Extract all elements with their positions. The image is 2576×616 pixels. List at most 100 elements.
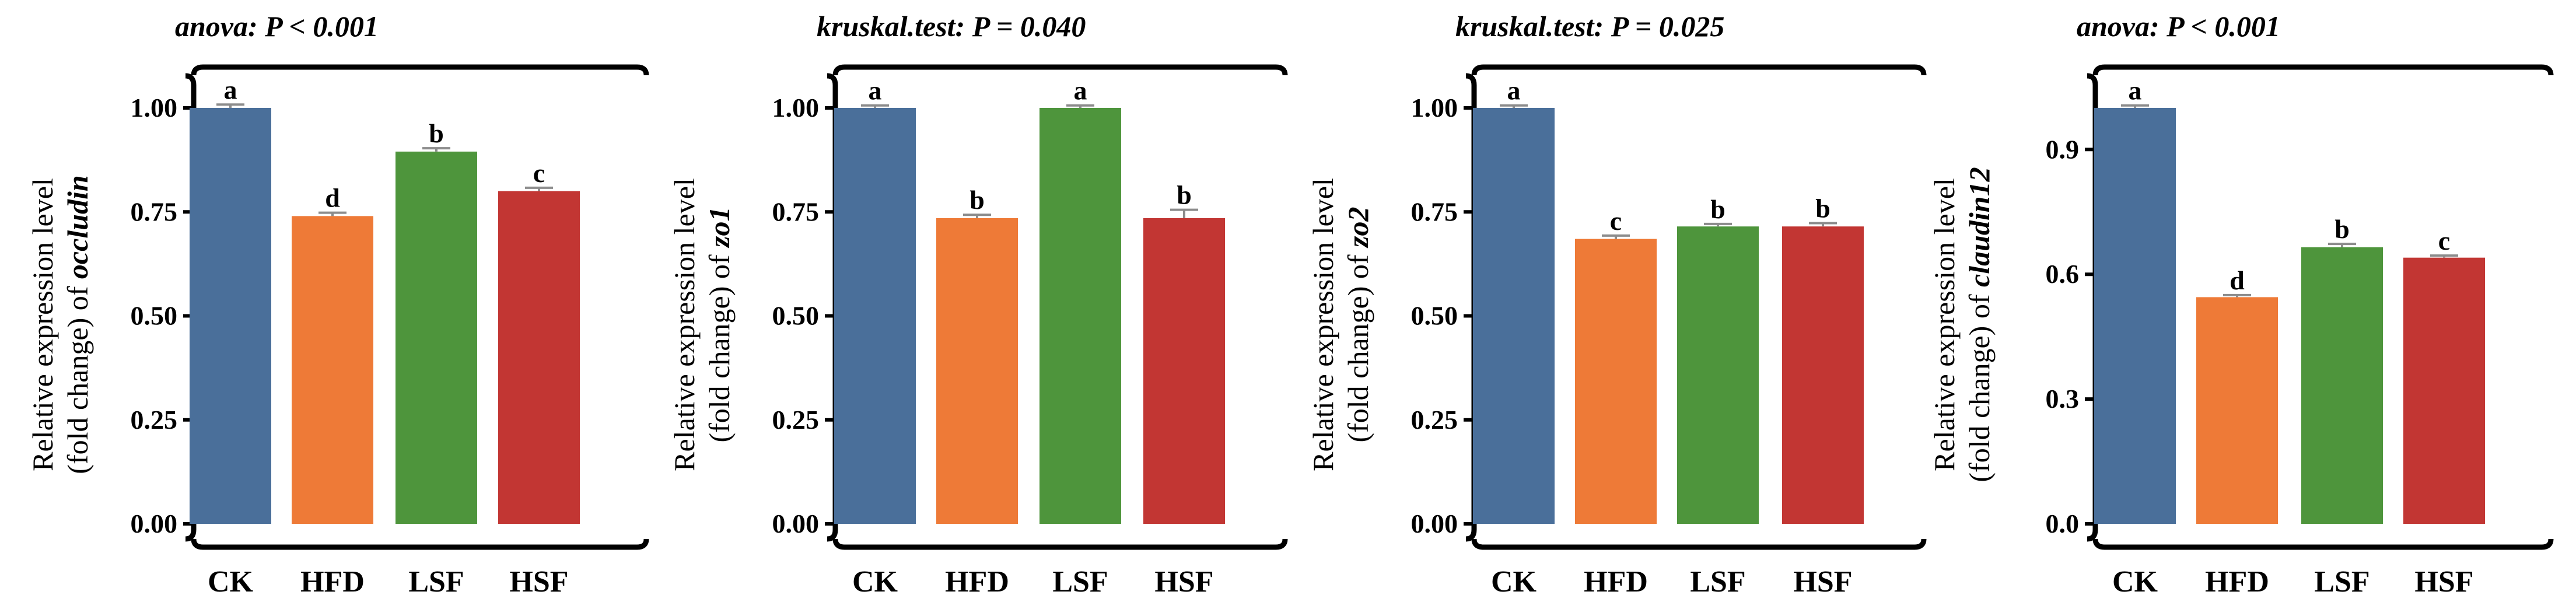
- significance-letter: a: [2129, 76, 2142, 106]
- x-tick-label: CK: [852, 565, 898, 598]
- x-tick-label: HFD: [300, 565, 365, 598]
- significance-letter: d: [325, 183, 340, 213]
- y-tick-label: 1.00: [131, 93, 178, 123]
- y-axis-label-gene: zo2: [1342, 206, 1374, 248]
- y-axis-label-line2: (fold change) of zo2: [1342, 206, 1374, 442]
- top-frame-line: [2092, 64, 2554, 76]
- y-tick-label: 1.00: [772, 93, 820, 123]
- y-axis-label-line1: Relative expression level: [1928, 178, 1961, 471]
- chart-panel-3: kruskal.test: P = 0.025 0.00 0.25 0.50 0.75 1…: [1307, 10, 1927, 598]
- y-tick-label: 0.0: [2046, 509, 2080, 538]
- y-tick-label: 0.00: [131, 509, 178, 538]
- y-axis-line: [2087, 73, 2098, 542]
- significance-letter: d: [2230, 265, 2245, 295]
- y-axis-label-line2: (fold change) of claudin12: [1963, 167, 1996, 482]
- y-axis-label-prefix: (fold change) of: [703, 247, 736, 443]
- bottom-frame-line: [2092, 538, 2554, 550]
- chart-panel-4: anova: P < 0.001 0.0 0.3 0.6 0.9 Relative exp…: [1928, 10, 2554, 598]
- y-axis-label-line1: Relative expression level: [1307, 178, 1339, 471]
- y-tick-label: 0.75: [131, 197, 178, 226]
- x-tick-label: HSF: [1793, 565, 1852, 598]
- significance-letter: a: [1507, 76, 1521, 106]
- top-frame-line: [832, 64, 1288, 76]
- significance-letter: a: [869, 76, 882, 106]
- bar-hsf: [498, 191, 580, 524]
- top-frame-line: [1471, 64, 1927, 76]
- y-axis-label-line2: (fold change) of occludin: [61, 175, 94, 474]
- chart-panel-2: kruskal.test: P = 0.040 0.00 0.25 0.50 0.75 1…: [668, 10, 1288, 598]
- x-tick-label: HSF: [509, 565, 568, 598]
- x-tick-label: CK: [1491, 565, 1537, 598]
- bottom-frame-line: [1471, 538, 1927, 550]
- x-tick-label: CK: [2112, 565, 2158, 598]
- x-tick-label: HFD: [945, 565, 1009, 598]
- bar-hsf: [1782, 226, 1864, 524]
- y-axis-line: [827, 73, 838, 542]
- significance-letter: c: [533, 158, 545, 188]
- y-tick-label: 0.25: [131, 405, 178, 435]
- bar-lsf: [396, 151, 477, 524]
- y-axis-label-prefix: (fold change) of: [1342, 247, 1374, 443]
- x-tick-label: LSF: [1690, 565, 1745, 598]
- y-tick-label: 0.75: [1411, 197, 1458, 226]
- x-tick-label: HFD: [2205, 565, 2269, 598]
- y-axis-label-gene: occludin: [61, 175, 94, 279]
- bar-hsf: [2403, 257, 2485, 524]
- significance-letter: b: [1177, 180, 1192, 210]
- significance-letter: a: [1074, 76, 1087, 106]
- y-axis-label-prefix: (fold change) of: [1963, 287, 1996, 482]
- y-tick-label: 0.6: [2046, 259, 2080, 289]
- bar-ck: [2094, 108, 2176, 524]
- y-tick-label: 0.75: [772, 197, 820, 226]
- y-tick-label: 0.25: [1411, 405, 1458, 435]
- significance-letter: b: [970, 185, 985, 215]
- bar-ck: [190, 108, 271, 524]
- y-tick-label: 0.3: [2046, 384, 2080, 414]
- chart-title: kruskal.test: P = 0.040: [817, 10, 1086, 43]
- x-tick-label: HSF: [2414, 565, 2473, 598]
- y-tick-label: 0.50: [1411, 301, 1458, 331]
- chart-panel-1: anova: P < 0.001 0.00 0.25 0.50 0.75 1.00 Rela…: [26, 10, 649, 598]
- y-axis-label-line2: (fold change) of zo1: [703, 206, 736, 442]
- bar-hfd: [292, 216, 373, 524]
- bar-hsf: [1143, 218, 1225, 524]
- x-tick-label: LSF: [2314, 565, 2370, 598]
- y-tick-label: 0.00: [1411, 509, 1458, 538]
- bar-ck: [1473, 108, 1555, 524]
- significance-letter: b: [429, 118, 444, 148]
- y-tick-label: 0.9: [2046, 134, 2080, 164]
- bottom-frame-line: [832, 538, 1288, 550]
- x-tick-label: LSF: [1052, 565, 1108, 598]
- y-axis-label-line1: Relative expression level: [26, 178, 59, 471]
- chart-title: anova: P < 0.001: [2077, 10, 2280, 43]
- bottom-frame-line: [191, 538, 649, 550]
- bar-hfd: [1575, 239, 1657, 524]
- significance-letter: b: [1815, 194, 1831, 223]
- chart-title: anova: P < 0.001: [175, 10, 379, 43]
- significance-letter: c: [1610, 206, 1622, 236]
- y-tick-label: 0.50: [772, 301, 820, 331]
- bar-ck: [834, 108, 916, 524]
- x-tick-label: LSF: [408, 565, 464, 598]
- chart-title: kruskal.test: P = 0.025: [1455, 10, 1724, 43]
- y-axis-label-gene: claudin12: [1963, 167, 1996, 287]
- significance-letter: c: [2438, 226, 2450, 256]
- y-tick-label: 0.50: [131, 301, 178, 331]
- significance-letter: b: [1710, 194, 1726, 224]
- y-axis-label-prefix: (fold change) of: [61, 279, 94, 474]
- y-axis-label-line1: Relative expression level: [668, 178, 701, 471]
- significance-letter: a: [224, 75, 237, 104]
- y-axis-line: [1465, 73, 1477, 542]
- bar-hfd: [2196, 297, 2278, 524]
- y-tick-label: 1.00: [1411, 93, 1458, 123]
- x-tick-label: CK: [208, 565, 254, 598]
- x-tick-label: HSF: [1154, 565, 1213, 598]
- bar-lsf: [1040, 108, 1121, 524]
- x-tick-label: HFD: [1584, 565, 1648, 598]
- y-tick-label: 0.25: [772, 405, 820, 435]
- y-axis-label-gene: zo1: [703, 206, 736, 248]
- bar-hfd: [936, 218, 1018, 524]
- bar-lsf: [2301, 247, 2383, 524]
- bar-lsf: [1677, 226, 1759, 524]
